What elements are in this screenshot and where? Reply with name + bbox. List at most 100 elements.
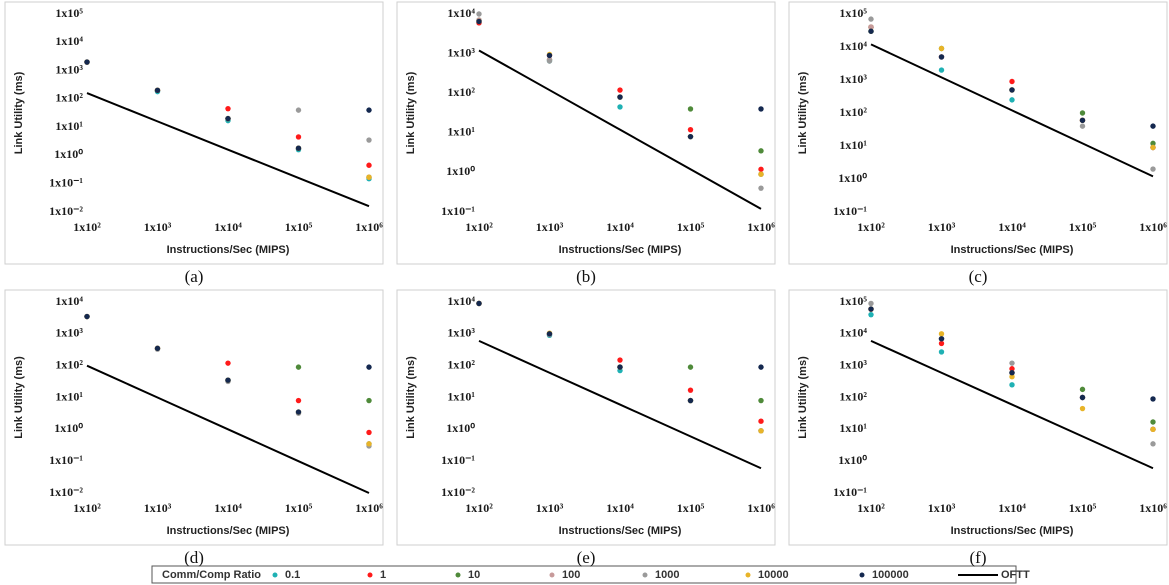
y-tick-label: 1x10⁻² <box>49 485 83 499</box>
panel-border <box>788 1 1168 265</box>
data-point <box>225 105 231 112</box>
x-tick-label: 1x10² <box>857 220 885 234</box>
x-tick-label: 1x10² <box>73 501 101 515</box>
x-tick-label: 1x10⁴ <box>998 501 1026 515</box>
y-tick-label: 1x10⁴ <box>447 294 475 308</box>
x-tick-label: 1x10³ <box>928 501 956 515</box>
oftt-line <box>478 339 762 470</box>
data-point <box>366 137 372 143</box>
y-tick-label: 1x10² <box>55 357 83 371</box>
data-point <box>84 59 90 65</box>
data-point <box>1009 370 1015 376</box>
data-point <box>295 107 302 113</box>
panel-border <box>4 1 384 265</box>
panel-caption: (d) <box>184 548 204 567</box>
data-point <box>938 340 945 347</box>
data-point <box>1079 117 1086 124</box>
data-point <box>476 300 482 307</box>
y-tick-label: 1x10⁻¹ <box>49 175 83 189</box>
x-tick-label: 1x10² <box>73 220 101 234</box>
data-point <box>295 134 302 140</box>
x-tick-label: 1x10⁶ <box>747 501 775 515</box>
data-point <box>225 360 231 366</box>
y-tick-label: 1x10³ <box>447 326 475 340</box>
y-tick-label: 1x10⁻¹ <box>833 485 867 499</box>
x-tick-label: 1x10² <box>465 220 493 234</box>
data-point <box>366 397 372 404</box>
data-point <box>366 174 372 180</box>
data-point <box>476 18 482 25</box>
data-point <box>1009 87 1015 93</box>
y-axis-title: Link Utility (ms) <box>797 356 809 439</box>
y-tick-label: 1x10⁻¹ <box>49 453 83 467</box>
data-point <box>687 106 694 112</box>
x-tick-label: 1x10⁴ <box>998 220 1026 234</box>
y-tick-label: 1x10⁰ <box>54 421 83 435</box>
y-tick-label: 1x10⁰ <box>446 164 475 178</box>
x-tick-label: 1x10⁵ <box>1069 220 1097 234</box>
panel-caption: (b) <box>576 267 596 286</box>
legend-label: 10000 <box>758 569 789 581</box>
data-point <box>1150 123 1156 129</box>
y-tick-label: 1x10⁻² <box>441 485 475 499</box>
data-point <box>1009 366 1015 372</box>
data-point <box>1150 166 1156 172</box>
data-point <box>617 94 623 100</box>
x-tick-label: 1x10³ <box>144 220 172 234</box>
data-point <box>1079 405 1086 412</box>
panel-border <box>396 1 776 265</box>
y-tick-label: 1x10⁻¹ <box>833 204 867 218</box>
y-tick-label: 1x10¹ <box>447 125 475 139</box>
x-tick-label: 1x10³ <box>536 220 564 234</box>
legend-label: 0.1 <box>285 569 300 581</box>
data-point <box>1009 382 1015 388</box>
y-tick-label: 1x10³ <box>55 62 83 76</box>
data-point <box>687 126 694 133</box>
x-axis-title: Instructions/Sec (MIPS) <box>951 244 1074 256</box>
data-point <box>366 441 372 447</box>
data-point <box>868 24 874 30</box>
data-point <box>295 145 302 151</box>
legend-label: 10 <box>468 569 480 581</box>
legend-marker <box>549 572 555 578</box>
y-axis-title: Link Utility (ms) <box>405 71 417 154</box>
data-point <box>758 428 764 434</box>
data-point <box>938 54 945 60</box>
data-point <box>366 364 372 370</box>
y-tick-label: 1x10¹ <box>55 119 83 133</box>
y-tick-label: 1x10⁰ <box>54 147 83 161</box>
y-axis-title: Link Utility (ms) <box>405 356 417 439</box>
data-point <box>84 313 90 320</box>
y-tick-label: 1x10⁵ <box>55 6 83 20</box>
data-point <box>868 311 874 318</box>
data-point <box>295 397 302 404</box>
data-point <box>1079 386 1086 393</box>
legend-label: 1000 <box>655 569 679 581</box>
y-tick-label: 1x10¹ <box>839 138 867 152</box>
y-tick-label: 1x10⁰ <box>838 171 867 185</box>
data-point <box>617 87 623 93</box>
data-point <box>154 345 161 352</box>
x-tick-label: 1x10⁶ <box>747 220 775 234</box>
y-tick-label: 1x10⁻² <box>49 204 83 218</box>
x-tick-label: 1x10⁴ <box>606 501 634 515</box>
panel-caption: (c) <box>969 267 988 286</box>
data-point <box>546 58 553 64</box>
legend-box <box>151 565 1017 584</box>
data-point <box>687 397 694 404</box>
x-tick-label: 1x10⁶ <box>355 501 383 515</box>
data-point <box>758 364 764 370</box>
legend-marker <box>455 572 461 578</box>
data-point <box>868 300 874 307</box>
legend-marker <box>859 572 865 578</box>
x-tick-label: 1x10³ <box>928 220 956 234</box>
data-point <box>1079 394 1086 401</box>
y-tick-label: 1x10⁵ <box>839 294 867 308</box>
oftt-line <box>478 49 762 210</box>
legend-label: 100 <box>562 569 580 581</box>
y-tick-label: 1x10⁴ <box>447 6 475 20</box>
legend-label: 100000 <box>872 569 909 581</box>
data-point <box>687 133 694 140</box>
data-point <box>225 377 231 383</box>
panel-caption: (e) <box>577 548 596 567</box>
